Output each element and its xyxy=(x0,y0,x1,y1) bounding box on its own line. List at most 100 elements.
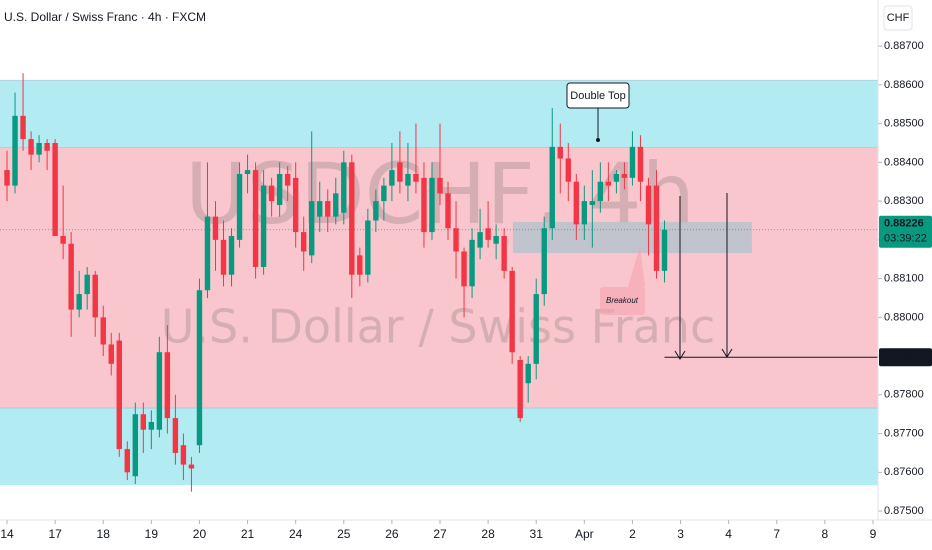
candle-body xyxy=(172,418,179,453)
candle-body xyxy=(613,173,620,182)
y-tick-label: 0.88600 xyxy=(884,79,924,91)
y-tick-label: 0.88500 xyxy=(884,118,924,130)
x-tick-label: 3 xyxy=(677,527,684,541)
candle-body xyxy=(20,115,26,140)
candle-body xyxy=(461,251,467,287)
plot xyxy=(0,73,932,492)
chart-title: U.S. Dollar / Swiss Franc · 4h · FXCM xyxy=(4,10,206,24)
breakout-box-zone xyxy=(512,222,752,254)
currency-box xyxy=(883,5,913,31)
countdown: 03:39:22 xyxy=(884,233,927,245)
x-tick-label: 28 xyxy=(481,527,495,541)
candle-body xyxy=(100,317,106,345)
y-tick-label: 0.88400 xyxy=(884,156,924,168)
candle-body xyxy=(637,146,644,182)
x-tick-label: Apr xyxy=(575,527,594,541)
candle-body xyxy=(252,170,259,267)
arrow-head xyxy=(674,350,686,360)
x-tick-label: 31 xyxy=(530,527,544,541)
candle-body xyxy=(581,201,588,225)
candle-body xyxy=(44,142,50,151)
zone xyxy=(0,408,880,486)
x-tick-label: 19 xyxy=(145,527,159,541)
candle-body xyxy=(421,177,427,233)
candle-body xyxy=(292,177,299,233)
y-tick-label: 0.87600 xyxy=(884,466,924,478)
x-tick-label: 27 xyxy=(433,527,447,541)
candle-body xyxy=(188,464,195,469)
candle-body xyxy=(493,235,499,244)
y-tick-label: 0.88000 xyxy=(884,311,924,323)
candle-body xyxy=(132,414,139,477)
y-tick-label: 0.87800 xyxy=(884,389,924,401)
y-tick-label: 0.87500 xyxy=(884,505,924,517)
y-tick-label: 0.88100 xyxy=(884,273,924,285)
candle-body xyxy=(108,344,114,364)
candle-body xyxy=(477,232,483,248)
y-tick-label: 0.87700 xyxy=(884,427,924,439)
candle-body xyxy=(68,243,74,310)
candle-body xyxy=(565,158,571,182)
candle-body xyxy=(276,173,283,205)
y-tick-label: 0.88300 xyxy=(884,195,924,207)
currency: CHF xyxy=(887,12,910,24)
candle-body xyxy=(429,177,435,233)
candle-body xyxy=(629,146,636,178)
candle-body xyxy=(373,201,379,221)
candle-body xyxy=(589,201,596,205)
candle-body xyxy=(661,229,668,271)
candle-body xyxy=(140,414,147,430)
level-label: 0.87897 xyxy=(884,351,924,363)
candle-body xyxy=(196,290,203,446)
x-tick-label: 7 xyxy=(773,527,780,541)
candle-body xyxy=(284,173,291,186)
level-badge xyxy=(879,348,932,367)
candle-body xyxy=(533,294,539,364)
candle-body xyxy=(333,193,339,217)
x-tick-label: 17 xyxy=(48,527,62,541)
x-tick-label: 26 xyxy=(385,527,399,541)
candle-body xyxy=(469,239,475,287)
x-tick-label: 25 xyxy=(337,527,351,541)
candle-body xyxy=(309,201,315,256)
candle-body xyxy=(268,185,275,202)
candle-body xyxy=(341,162,347,213)
candle-body xyxy=(365,220,371,275)
candle-body xyxy=(653,185,660,271)
candle-body xyxy=(645,185,652,225)
x-tick-label: 21 xyxy=(241,527,255,541)
last-price-label: 0.88226 xyxy=(884,218,924,230)
candle-body xyxy=(12,115,18,186)
candle-body xyxy=(92,274,98,318)
breakout-box xyxy=(600,287,645,315)
y-tick-label: 0.88700 xyxy=(884,40,924,52)
candle-body xyxy=(621,173,628,178)
breakout-text: Breakout xyxy=(606,296,639,305)
candle-body xyxy=(509,270,515,353)
candle-body xyxy=(156,352,163,430)
candle-body xyxy=(549,146,555,229)
candle-body xyxy=(236,173,243,240)
candle-body xyxy=(349,162,355,275)
x-tick-label: 4 xyxy=(725,527,732,541)
candle-body xyxy=(397,162,403,182)
x-tick-label: 2 xyxy=(629,527,636,541)
candle-body xyxy=(573,181,580,225)
candle-body xyxy=(405,173,411,186)
candle-body xyxy=(357,255,363,275)
candle-body xyxy=(124,449,130,473)
candle-body xyxy=(485,228,491,240)
candle-body xyxy=(204,216,211,291)
x-tick-label: 20 xyxy=(193,527,207,541)
candle-body xyxy=(28,139,34,155)
candle-body xyxy=(244,170,251,174)
candle-body xyxy=(501,235,507,271)
x-tick-label: 9 xyxy=(870,527,877,541)
candle-body xyxy=(228,235,235,275)
candle-body xyxy=(389,170,395,186)
last-price-badge xyxy=(879,215,932,248)
x-tick-label: 14 xyxy=(0,527,14,541)
candle-body xyxy=(116,340,122,450)
candle-body xyxy=(220,239,227,275)
x-tick-label: 18 xyxy=(97,527,111,541)
